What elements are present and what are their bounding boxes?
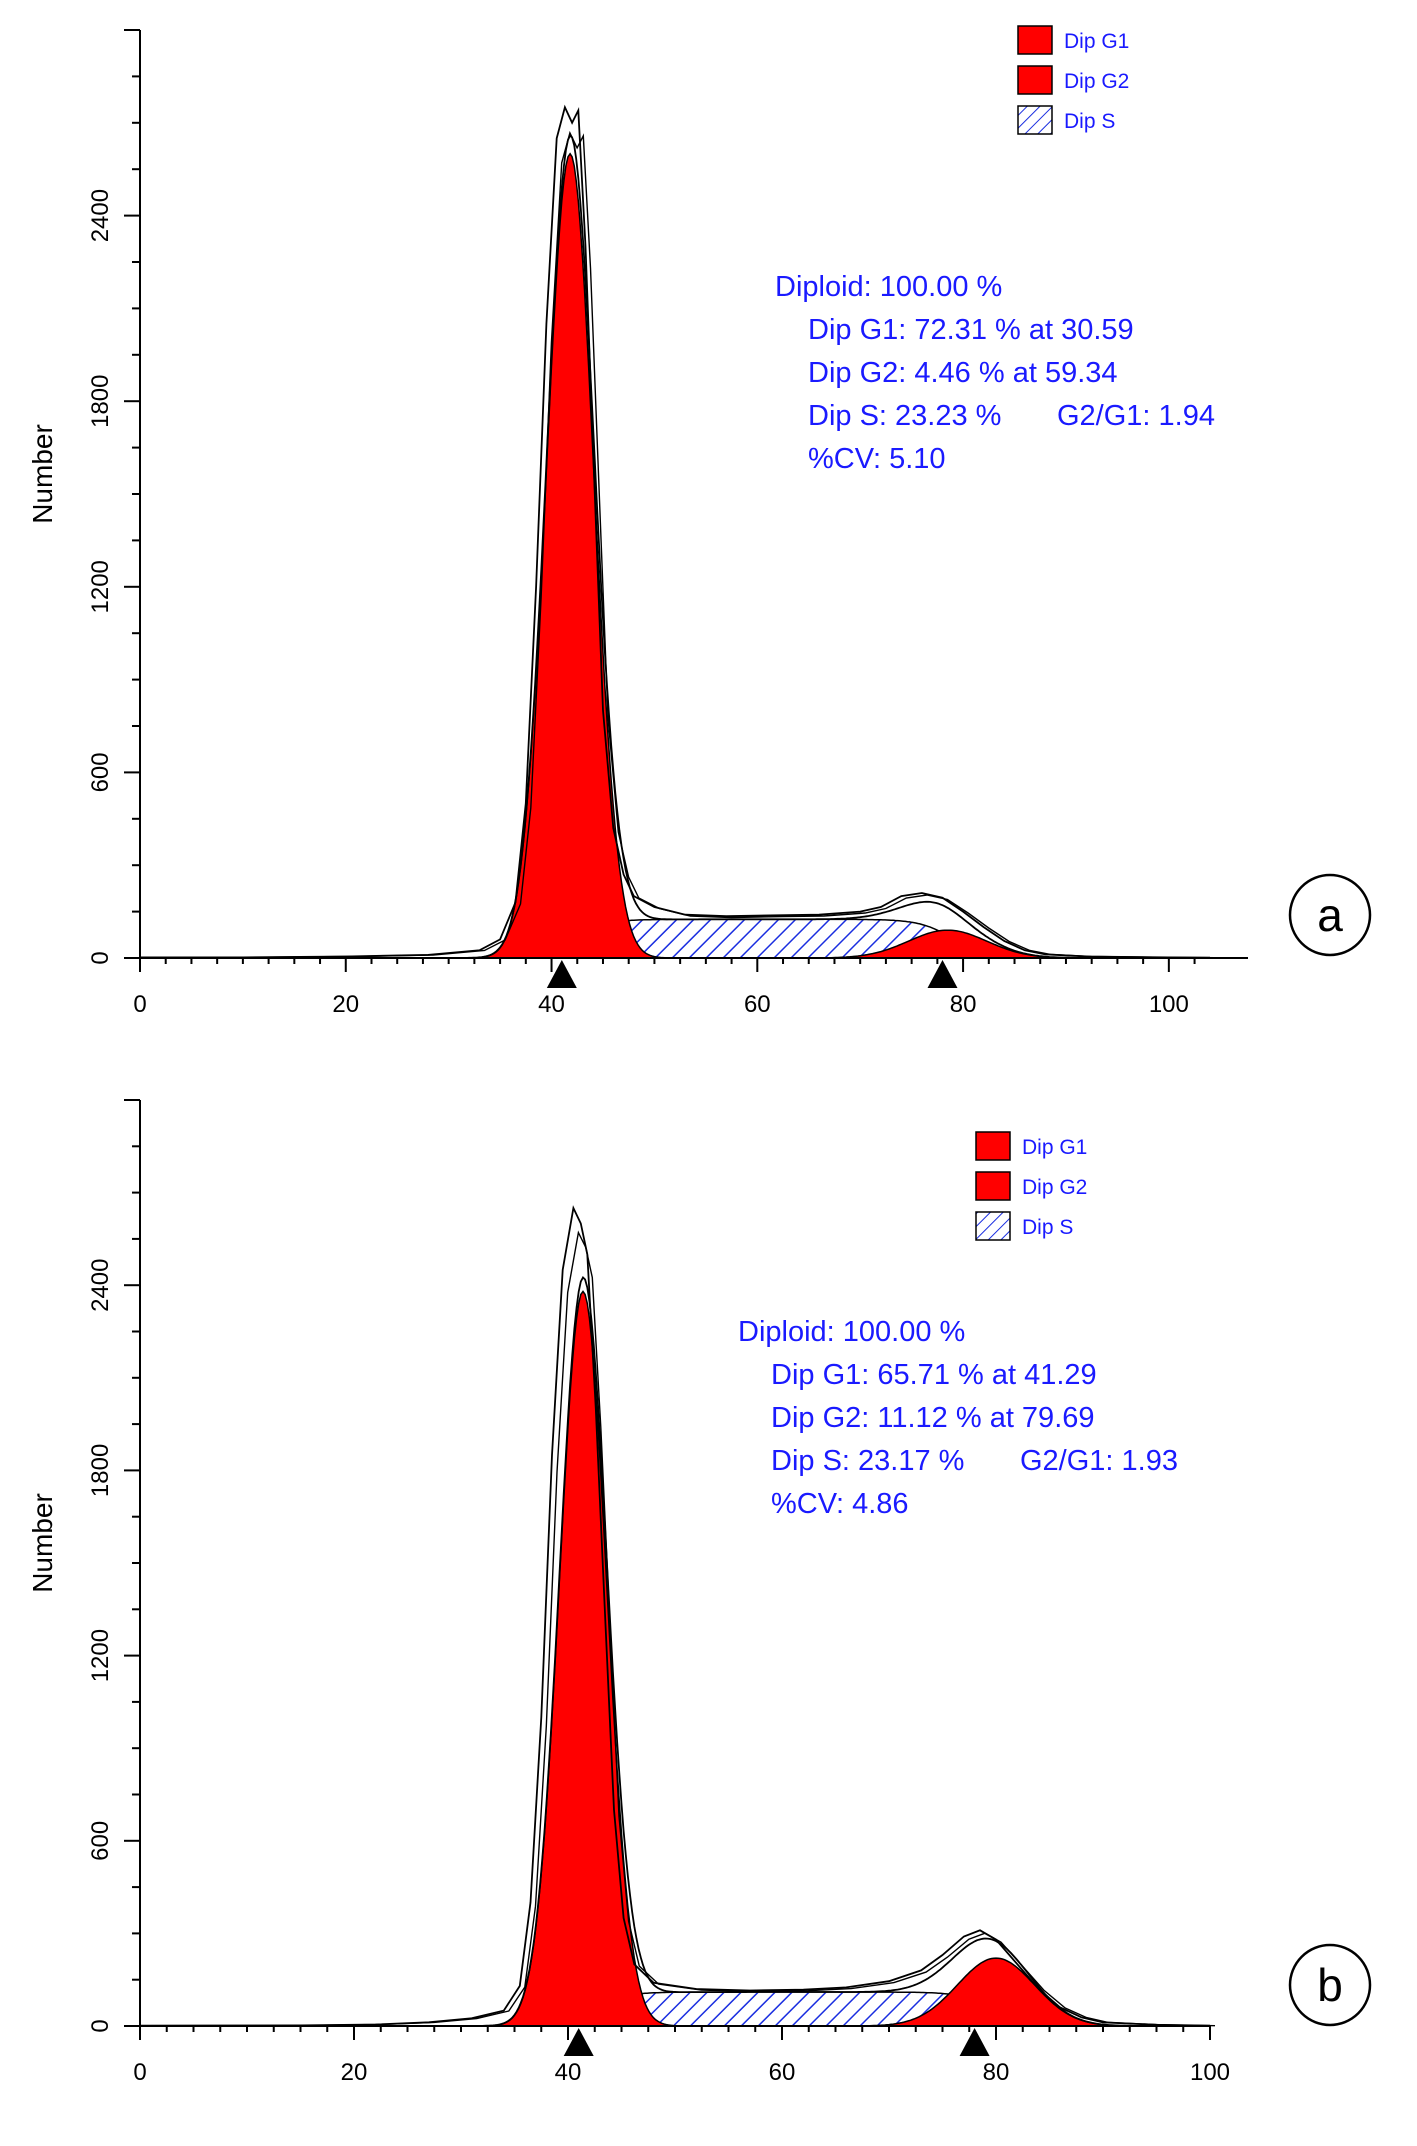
legend-label: Dip G2 bbox=[1064, 70, 1129, 93]
stats-block: Diploid: 100.00 % Dip G1: 72.31 % at 30.5… bbox=[775, 271, 1215, 475]
stats-ratio: G2/G1: 1.94 bbox=[1057, 400, 1215, 432]
panel-b: 0 600 1200 1800 2400 0 20 40 60 80 100 Number Dip G1… bbox=[27, 1099, 1372, 2086]
y-tick-label: 600 bbox=[87, 1821, 114, 1861]
panel-badge bbox=[1288, 1943, 1372, 2027]
stats-s: Dip S: 23.23 % bbox=[808, 400, 1001, 432]
y-tick-label: 1200 bbox=[87, 560, 114, 613]
y-tick-label: 1800 bbox=[87, 375, 114, 428]
x-tick-label: 100 bbox=[1190, 2059, 1230, 2086]
histogram-line bbox=[139, 1205, 1211, 2027]
stats-ratio: G2/G1: 1.93 bbox=[1020, 1445, 1178, 1477]
stats-diploid: Diploid: 100.00 % bbox=[738, 1316, 965, 1348]
legend-label: Dip G2 bbox=[1022, 1176, 1087, 1199]
peak-marker bbox=[563, 2028, 594, 2056]
histogram-line-secondary bbox=[144, 1230, 1216, 2027]
legend: Dip G1 Dip G2 Dip S bbox=[1017, 25, 1129, 135]
legend: Dip G1 Dip G2 Dip S bbox=[975, 1131, 1087, 1241]
y-tick-label: 1200 bbox=[87, 1629, 114, 1682]
legend-label: Dip G1 bbox=[1064, 30, 1129, 53]
model-fit-line bbox=[407, 1276, 1155, 2027]
legend-swatch bbox=[1017, 105, 1053, 135]
panel-label: b bbox=[1317, 1959, 1343, 2011]
stats-g1: Dip G1: 72.31 % at 30.59 bbox=[808, 314, 1134, 346]
panel-badge bbox=[1288, 873, 1372, 957]
stats-diploid: Diploid: 100.00 % bbox=[775, 271, 1002, 303]
peak-marker bbox=[546, 960, 577, 988]
y-tick-label: 600 bbox=[87, 752, 114, 792]
legend-label: Dip S bbox=[1064, 110, 1115, 133]
x-tick-label: 80 bbox=[983, 2059, 1010, 2086]
stats-g2: Dip G2: 11.12 % at 79.69 bbox=[771, 1402, 1095, 1434]
legend-swatch bbox=[1017, 25, 1053, 55]
histogram-line-secondary bbox=[145, 130, 1216, 959]
legend-swatch bbox=[975, 1211, 1011, 1241]
x-tick-label: 0 bbox=[133, 2059, 146, 2086]
stats-cv: %CV: 5.10 bbox=[808, 443, 946, 475]
x-tick-label: 40 bbox=[538, 991, 565, 1018]
legend-label: Dip G1 bbox=[1022, 1136, 1087, 1159]
panel-a: 0 600 1200 1800 2400 0 20 40 60 80 100 Number Dip G1… bbox=[27, 25, 1372, 1018]
peak-marker bbox=[959, 2028, 990, 2056]
x-tick-label: 0 bbox=[133, 991, 146, 1018]
legend-swatch bbox=[975, 1131, 1011, 1161]
x-tick-label: 20 bbox=[341, 2059, 368, 2086]
x-tick-label: 80 bbox=[950, 991, 977, 1018]
y-axis-label: Number bbox=[27, 1493, 58, 1593]
x-tick-label: 20 bbox=[332, 991, 359, 1018]
x-tick-label: 40 bbox=[555, 2059, 582, 2086]
x-tick-label: 60 bbox=[744, 991, 771, 1018]
stats-block: Diploid: 100.00 % Dip G1: 65.71 % at 41.2… bbox=[738, 1316, 1178, 1520]
stats-g1: Dip G1: 65.71 % at 41.29 bbox=[771, 1359, 1097, 1391]
model-fit-line bbox=[397, 134, 1116, 959]
y-axis-label: Number bbox=[27, 424, 58, 524]
y-tick-label: 0 bbox=[87, 951, 114, 964]
y-tick-label: 0 bbox=[87, 2019, 114, 2032]
legend-swatch bbox=[975, 1171, 1011, 1201]
x-tick-label: 100 bbox=[1149, 991, 1189, 1018]
legend-swatch bbox=[1017, 65, 1053, 95]
y-tick-label: 1800 bbox=[87, 1444, 114, 1497]
legend-label: Dip S bbox=[1022, 1216, 1073, 1239]
histogram-line bbox=[140, 104, 1211, 959]
stats-cv: %CV: 4.86 bbox=[771, 1488, 909, 1520]
y-tick-label: 2400 bbox=[87, 1259, 114, 1312]
stats-s: Dip S: 23.17 % bbox=[771, 1445, 964, 1477]
x-tick-label: 60 bbox=[769, 2059, 796, 2086]
panel-label: a bbox=[1317, 889, 1343, 941]
stats-g2: Dip G2: 4.46 % at 59.34 bbox=[808, 357, 1118, 389]
y-tick-label: 2400 bbox=[87, 189, 114, 242]
dip-g1-area bbox=[397, 152, 1116, 959]
peak-marker bbox=[927, 960, 958, 988]
